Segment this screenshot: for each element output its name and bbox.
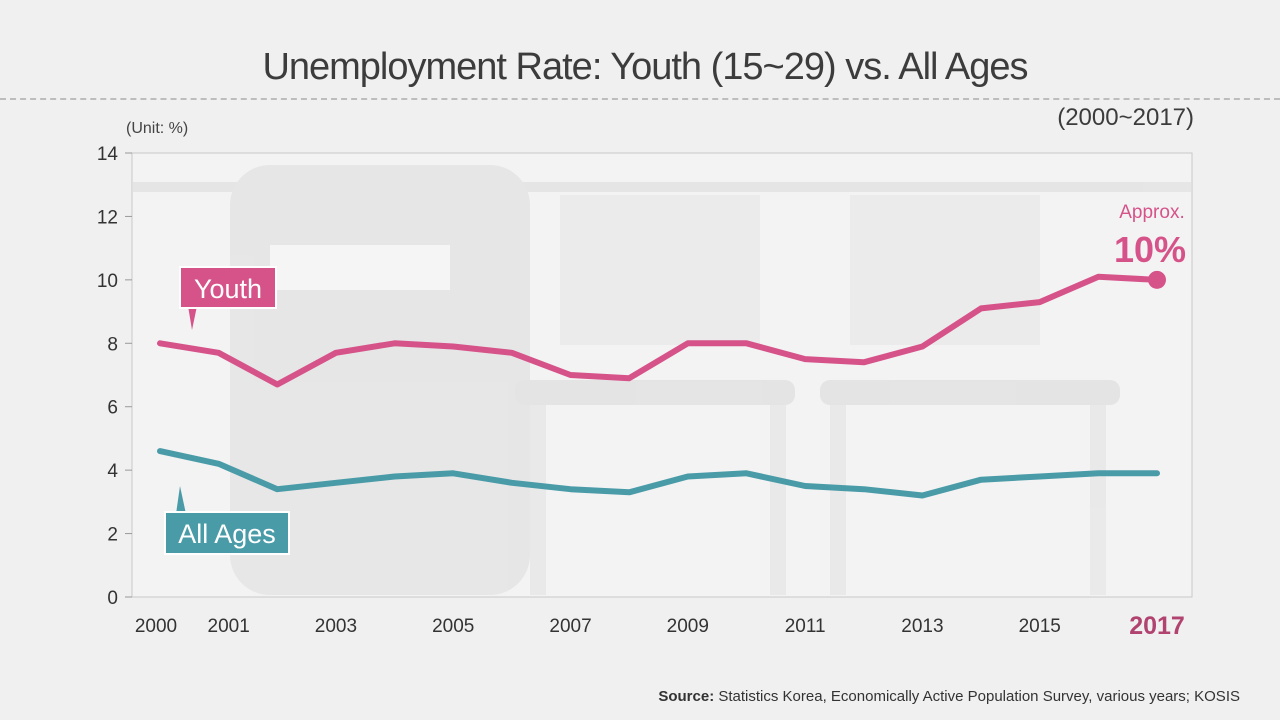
y-tick-label: 6 bbox=[107, 398, 118, 419]
source-text: Statistics Korea, Economically Active Po… bbox=[714, 688, 1240, 705]
y-tick-label: 4 bbox=[107, 461, 118, 482]
x-tick-label: 2005 bbox=[432, 616, 474, 637]
x-tick-label: 2013 bbox=[901, 616, 943, 637]
x-tick-label: 2009 bbox=[667, 616, 709, 637]
y-tick-label: 14 bbox=[97, 144, 119, 165]
annotation-approx: Approx. bbox=[1119, 202, 1184, 223]
x-tick-label: 2000 bbox=[135, 616, 177, 637]
series-line-youth bbox=[157, 273, 1160, 388]
x-tick-label: 2011 bbox=[785, 616, 826, 637]
x-tick-label-highlight: 2017 bbox=[1129, 612, 1185, 640]
x-tick-label: 2001 bbox=[208, 616, 250, 637]
y-axis-ticks: 0 2 4 6 8 10 12 14 bbox=[97, 144, 132, 609]
unit-label: (Unit: %) bbox=[126, 120, 189, 137]
source-note: Source: Statistics Korea, Economically A… bbox=[658, 688, 1240, 705]
series-line-all-ages bbox=[157, 448, 1160, 499]
annotation-value: 10% bbox=[1114, 229, 1186, 270]
y-tick-label: 8 bbox=[107, 334, 118, 355]
period-label: (2000~2017) bbox=[1057, 104, 1194, 131]
x-tick-label: 2003 bbox=[315, 616, 357, 637]
y-tick-label: 10 bbox=[97, 271, 118, 292]
source-label: Source: bbox=[658, 688, 715, 705]
title-divider bbox=[0, 98, 1280, 100]
y-tick-label: 0 bbox=[107, 588, 118, 609]
legend-label-youth: Youth bbox=[194, 274, 262, 304]
youth-callout-box bbox=[179, 266, 277, 309]
youth-endpoint-marker bbox=[1148, 270, 1166, 289]
x-tick-label: 2007 bbox=[549, 616, 591, 637]
x-tick-label: 2015 bbox=[1019, 616, 1061, 637]
youth-callout-pointer bbox=[188, 306, 197, 330]
x-axis-ticks: 2000 2001 2003 2005 2007 2009 2011 2013 2015 2017 bbox=[135, 612, 1185, 640]
y-tick-label: 2 bbox=[107, 525, 118, 546]
y-tick-label: 12 bbox=[97, 207, 118, 228]
legend-label-all-ages: All Ages bbox=[178, 519, 276, 549]
series-lines bbox=[157, 273, 1160, 499]
chart-annotations: Youth All Ages Approx. 10% bbox=[164, 202, 1186, 555]
all-ages-callout-box bbox=[164, 511, 290, 555]
chart-title: Unemployment Rate: Youth (15~29) vs. All… bbox=[262, 46, 1028, 88]
all-ages-callout-pointer bbox=[176, 486, 186, 514]
